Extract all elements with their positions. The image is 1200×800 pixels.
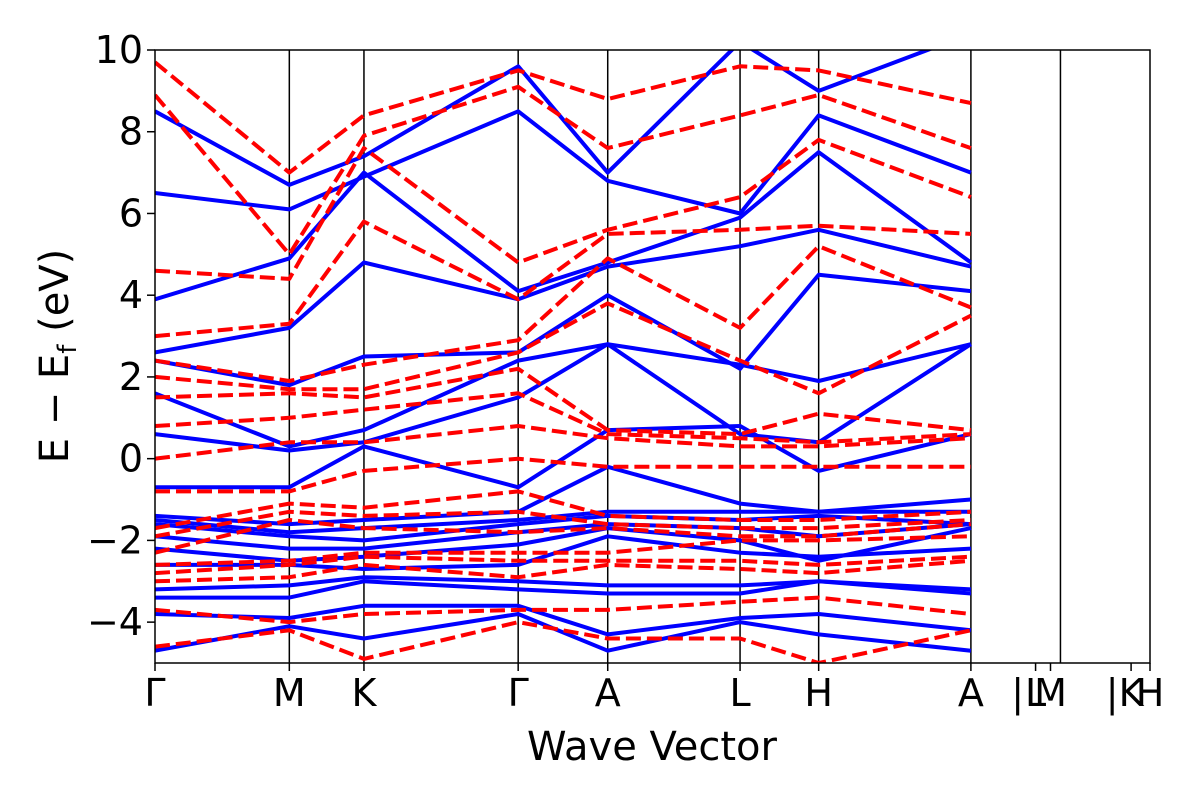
high-symmetry-lines bbox=[288, 50, 1062, 663]
x-tick-label-4: A bbox=[595, 671, 621, 715]
x-tick-label-0: Γ bbox=[144, 671, 165, 715]
y-tick-label-6: 8 bbox=[119, 110, 143, 154]
x-tick-label-6: H bbox=[804, 671, 833, 715]
y-tick-label-3: 2 bbox=[119, 355, 143, 399]
y-tick-label-1: −2 bbox=[87, 518, 143, 562]
y-tick-label-4: 4 bbox=[119, 273, 143, 317]
x-tick-label-1: M bbox=[273, 671, 306, 715]
x-tick-label-13: H bbox=[1136, 671, 1165, 715]
y-axis-label-main: E − E bbox=[32, 354, 78, 464]
y-axis-label-subscript: f bbox=[53, 344, 83, 354]
x-tick-label-11: | bbox=[1106, 671, 1119, 716]
x-axis-label: Wave Vector bbox=[527, 724, 778, 770]
plot-frame bbox=[154, 49, 1151, 664]
y-axis-label-unit: (eV) bbox=[32, 249, 78, 345]
x-tick-label-5: L bbox=[729, 671, 750, 715]
x-axis-ticks: Γ M K Γ A L H A | LM | KH bbox=[144, 663, 1164, 716]
y-axis-label: E − Ef (eV) bbox=[32, 249, 83, 464]
y-tick-label-2: 0 bbox=[119, 437, 143, 481]
y-axis-ticks: −4 −2 0 2 4 6 8 10 bbox=[87, 28, 155, 644]
x-tick-label-10: M bbox=[1034, 671, 1067, 715]
y-tick-label-5: 6 bbox=[119, 191, 143, 235]
x-tick-label-3: Γ bbox=[508, 671, 529, 715]
x-tick-label-12: K bbox=[1119, 671, 1145, 715]
x-tick-label-8: | bbox=[1011, 671, 1024, 716]
plot-background bbox=[155, 50, 1150, 663]
x-tick-label-7: A bbox=[958, 671, 984, 715]
x-tick-label-9: L bbox=[1025, 671, 1046, 715]
y-tick-label-0: −4 bbox=[87, 600, 143, 644]
x-tick-label-2: K bbox=[351, 671, 377, 715]
y-tick-label-7: 10 bbox=[95, 28, 143, 72]
